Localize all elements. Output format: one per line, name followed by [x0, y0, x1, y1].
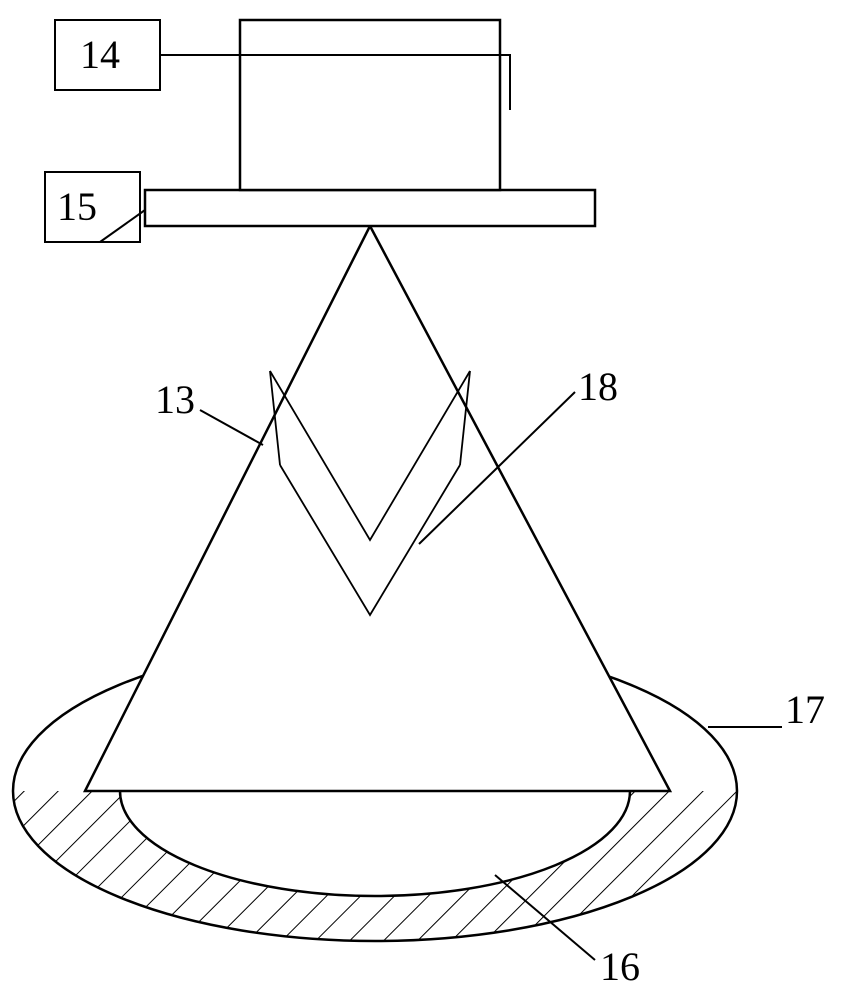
callout-label-13: 13 [155, 377, 195, 422]
callout-leader-13 [200, 410, 263, 445]
callout-label-17: 17 [785, 687, 825, 732]
bottom-bar [145, 190, 595, 226]
cone [85, 226, 670, 791]
callout-label-15: 15 [57, 184, 97, 229]
callout-label-18: 18 [578, 364, 618, 409]
top-box [240, 20, 500, 190]
callout-label-14: 14 [80, 32, 120, 77]
callout-label-16: 16 [600, 944, 640, 989]
